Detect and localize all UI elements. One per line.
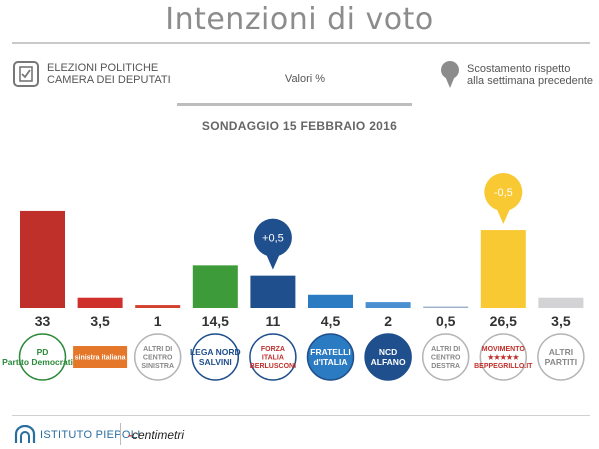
footer-separator [120,423,121,445]
election-type-line1: ELEZIONI POLITICHE [47,62,159,74]
lega-nord-logo [191,333,240,381]
value-label-5: 11 [265,313,280,329]
bar-10 [538,297,584,308]
change-pointer-2 [496,208,511,225]
pd-logo [18,333,67,381]
change-bubble-2 [484,173,523,212]
change-label-1: +0,5 [262,233,284,245]
value-label-2: 3,5 [90,313,110,329]
movimento-5-stelle-logo [479,333,528,381]
lega-nord-logo-text-2: SALVINI [199,357,232,367]
bar-5 [250,275,296,308]
centimetri-brand: -centimetri [128,428,184,442]
movimento-5-stelle-logo-text-1: MOVIMENTO [482,346,526,353]
map-pin-icon [441,61,460,88]
centimetri-name: centimetri [132,428,185,442]
altri-centro-sinistra-badge-text-1: ALTRI DI [143,346,172,353]
altri-partiti-badge-text-2: PARTITI [545,357,577,367]
altri-centro-sinistra-badge-text-3: SINISTRA [141,363,174,370]
forza-italia-logo-text-2: ITALIA [262,354,284,361]
pd-logo-text-2: Partito Democratico [2,357,83,367]
change-bubble-1 [253,218,292,257]
bar-6 [308,294,353,308]
bar-4 [192,265,238,308]
altri-partiti-badge [537,333,585,381]
fratelli-italia-logo-text-1: FRATELLI [310,347,350,357]
fratelli-italia-logo-text-2: d'ITALIA [314,357,348,367]
bar-3 [135,305,181,308]
forza-italia-logo-text-1: FORZA [261,346,285,353]
bar-8 [423,306,469,308]
change-legend: Scostamento rispetto alla settimana prec… [439,60,593,90]
movimento-5-stelle-logo-text-3: BEPPEGRILLO.IT [474,363,533,370]
centimetri-dash: - [128,428,132,442]
pd-logo-text-1: PD [37,347,49,357]
value-label-3: 1 [154,313,162,329]
value-label-8: 0,5 [436,313,456,329]
value-label-6: 4,5 [321,313,341,329]
bar-1 [20,210,65,308]
piepoli-logo-icon [14,425,36,443]
bar-9 [480,230,526,308]
forza-italia-logo [249,333,297,381]
ncd-logo-text-1: NCD [379,347,397,357]
ncd-logo-text-2: ALFANO [371,357,406,367]
altri-centro-destra-badge [421,333,470,381]
election-type-header: ELEZIONI POLITICHE CAMERA DEI DEPUTATI [12,60,171,88]
change-legend-line1: Scostamento rispetto [467,63,571,75]
bar-7 [365,302,411,308]
istituto-piepoli-name: ISTITUTO PIEPOLI [40,429,141,441]
sinistra-italiana-logo [73,346,128,368]
top-divider [12,42,590,44]
election-type-line2: CAMERA DEI DEPUTATI [47,74,171,86]
altri-centro-sinistra-badge [133,333,182,381]
change-legend-line2: alla settimana precedente [467,75,593,87]
ballot-icon [13,61,39,87]
altri-centro-destra-badge-text-2: CENTRO [431,354,461,361]
change-pointer-1 [265,253,280,270]
change-label-2: -0,5 [494,187,513,199]
survey-date: SONDAGGIO 15 FEBBRAIO 2016 [201,119,398,133]
altri-centro-sinistra-badge-text-2: CENTRO [143,354,173,361]
istituto-piepoli-brand: ISTITUTO PIEPOLI [14,425,141,445]
footer-divider [12,415,590,416]
fratelli-italia-logo [306,333,355,381]
value-label-4: 14,5 [202,313,229,329]
value-label-1: 33 [35,313,51,329]
ncd-logo [364,333,412,381]
units-label: Valori % [284,73,326,85]
value-label-9: 26,5 [490,313,517,329]
movimento-5-stelle-logo-text-2: ★★★★★ [488,353,520,361]
altri-centro-destra-badge-text-3: DESTRA [431,363,460,370]
value-label-10: 3,5 [551,313,571,329]
lega-nord-logo-text-1: LEGA NORD [190,347,241,357]
value-label-7: 2 [384,313,392,329]
mid-divider [177,103,412,106]
page-title: Intenzioni di voto [165,2,434,37]
forza-italia-logo-text-3: BERLUSCONI [250,363,296,370]
altri-partiti-badge-text-1: ALTRI [549,347,573,357]
sinistra-italiana-logo-text-1: sinistra italiana [75,354,126,361]
bar-2 [77,297,123,308]
altri-centro-destra-badge-text-1: ALTRI DI [431,346,460,353]
